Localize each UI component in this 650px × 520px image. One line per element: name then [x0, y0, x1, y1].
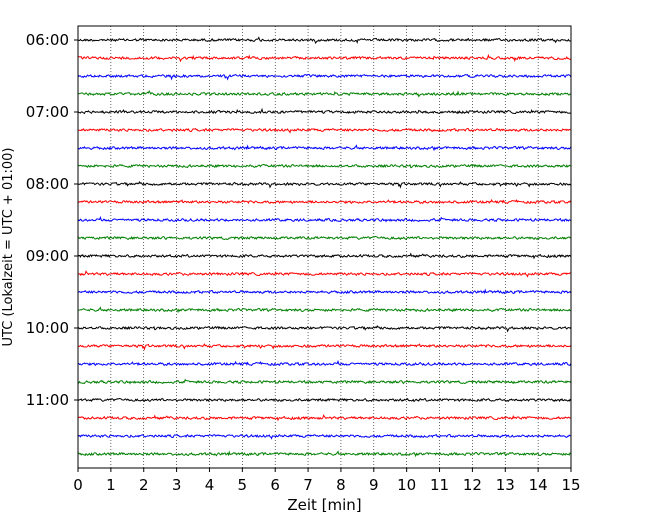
trace-line: [77, 107, 571, 115]
x-tick-label: 6: [270, 476, 280, 494]
trace-line: [77, 144, 572, 152]
x-axis-ticks: 0 1 2 3 4 5 6 7 8 9 10 11 12 13 14 15: [73, 468, 581, 494]
x-tick-label: 15: [561, 476, 580, 494]
trace-line: [77, 306, 571, 314]
x-tick-label: 3: [172, 476, 182, 494]
y-tick-label: 07:00: [26, 103, 69, 121]
trace-line: [77, 215, 572, 223]
plot-frame: [77, 25, 572, 469]
trace-line: [77, 90, 571, 98]
trace-line: [77, 433, 571, 440]
trace-line: [77, 343, 572, 351]
y-tick-label: 08:00: [26, 175, 69, 193]
trace-line: [77, 270, 571, 278]
x-tick-label: 12: [463, 476, 482, 494]
y-axis-label: UTC (Lokalzeit = UTC + 01:00): [1, 148, 16, 347]
y-tick-label: 06:00: [26, 31, 69, 49]
x-tick-label: 5: [238, 476, 248, 494]
trace-line: [77, 53, 571, 63]
trace-line: [77, 450, 572, 458]
trace-line: [77, 73, 572, 81]
x-tick-label: 11: [430, 476, 449, 494]
trace-line: [77, 163, 571, 169]
plot-background: [78, 26, 571, 468]
trace-line: [77, 414, 571, 422]
x-tick-label: 0: [73, 476, 83, 494]
x-axis-label: Zeit [min]: [287, 496, 361, 514]
trace-line: [77, 235, 571, 241]
trace-line: [77, 252, 572, 260]
x-tick-label: 2: [139, 476, 149, 494]
x-tick-label: 10: [397, 476, 416, 494]
seismic-traces: [77, 36, 572, 458]
x-tick-label: 14: [529, 476, 548, 494]
x-tick-label: 8: [336, 476, 346, 494]
trace-line: [77, 127, 571, 134]
x-tick-label: 1: [106, 476, 116, 494]
trace-line: [77, 181, 572, 189]
trace-line: [77, 198, 572, 205]
x-tick-label: 13: [496, 476, 515, 494]
trace-line: [77, 378, 572, 385]
x-tick-label: 4: [205, 476, 215, 494]
trace-line: [77, 397, 572, 403]
x-tick-label: 7: [303, 476, 313, 494]
trace-line: [77, 325, 572, 333]
trace-line: [77, 359, 572, 367]
y-tick-label: 09:00: [26, 247, 69, 265]
trace-line: [77, 36, 571, 45]
x-tick-label: 9: [369, 476, 379, 494]
y-tick-label: 11:00: [26, 391, 69, 409]
y-axis-ticks: 06:00 07:00 08:00 09:00 10:00 11:00: [26, 31, 78, 409]
y-tick-label: 10:00: [26, 319, 69, 337]
trace-line: [77, 288, 572, 295]
